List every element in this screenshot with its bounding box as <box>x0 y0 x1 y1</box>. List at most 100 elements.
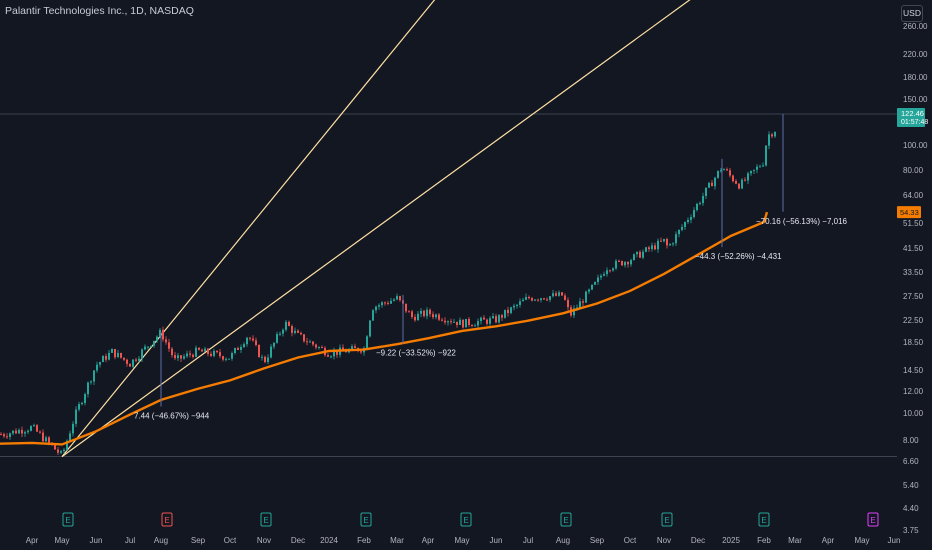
candle-body <box>297 330 299 333</box>
candle-body <box>423 310 425 317</box>
chart-title: Palantir Technologies Inc., 1D, NASDAQ <box>5 5 194 17</box>
candle-body <box>420 310 422 314</box>
y-tick-label: 4.40 <box>903 504 919 513</box>
candle-body <box>486 319 488 324</box>
candle-body <box>321 346 323 348</box>
earnings-marker-label: E <box>563 516 568 525</box>
candle-body <box>69 433 71 441</box>
candle-body <box>369 320 371 337</box>
candle-body <box>378 305 380 307</box>
candle-body <box>744 179 746 181</box>
x-tick-label: Apr <box>26 536 39 545</box>
candle-body <box>546 299 548 301</box>
candle-body <box>171 348 173 356</box>
candle-body <box>354 346 356 348</box>
candle-body <box>702 196 704 204</box>
candle-body <box>57 449 59 453</box>
candle-body <box>126 359 128 364</box>
candle-body <box>375 306 377 311</box>
candle-body <box>84 394 86 403</box>
candle-body <box>708 182 710 188</box>
candle-body <box>714 177 716 187</box>
candle-body <box>33 425 35 427</box>
candle-body <box>606 270 608 275</box>
earnings-marker-icon <box>260 512 272 527</box>
candle-body <box>225 358 227 360</box>
candle-body <box>114 348 116 358</box>
candle-body <box>399 296 401 301</box>
candle-body <box>432 314 434 318</box>
candle-body <box>603 274 605 276</box>
candle-body <box>252 338 254 341</box>
candle-body <box>306 341 308 343</box>
candle-body <box>771 134 773 137</box>
countdown-text: 01:57:48 <box>901 119 928 126</box>
candle-body <box>330 356 332 358</box>
ma-value-badge <box>897 206 921 219</box>
currency-button[interactable]: USD <box>901 5 923 22</box>
candle-body <box>474 325 476 327</box>
candle-body <box>312 341 314 345</box>
x-tick-label: Apr <box>422 536 435 545</box>
candle-body <box>207 348 209 354</box>
candle-body <box>627 261 629 265</box>
candle-body <box>159 329 161 337</box>
candle-body <box>81 402 83 405</box>
candle-body <box>318 346 320 348</box>
candle-body <box>624 261 626 266</box>
candle-body <box>36 425 38 432</box>
candle-body <box>300 332 302 335</box>
x-tick-label: Sep <box>590 536 605 545</box>
candle-body <box>93 370 95 382</box>
candle-body <box>504 309 506 318</box>
candle-body <box>90 381 92 383</box>
candle-body <box>495 316 497 323</box>
candle-body <box>372 310 374 321</box>
candle-body <box>243 344 245 348</box>
candle-body <box>393 299 395 301</box>
candle-body <box>27 430 29 433</box>
candle-body <box>456 321 458 325</box>
candle-body <box>678 229 680 235</box>
candle-body <box>696 203 698 211</box>
candle-body <box>480 317 482 322</box>
candle-body <box>591 284 593 290</box>
candle-body <box>87 382 89 395</box>
candle-body <box>429 309 431 315</box>
candle-body <box>222 356 224 360</box>
candle-body <box>588 289 590 292</box>
x-tick-label: Jun <box>888 536 901 545</box>
y-tick-label: 33.50 <box>903 268 924 277</box>
candle-body <box>690 217 692 220</box>
x-tick-label: Oct <box>224 536 237 545</box>
candle-body <box>18 429 20 434</box>
candle-body <box>315 344 317 348</box>
candle-body <box>681 226 683 230</box>
candle-body <box>513 305 515 308</box>
candle-body <box>396 296 398 300</box>
candle-body <box>228 358 230 360</box>
candle-body <box>558 292 560 296</box>
candle-body <box>195 347 197 357</box>
candle-body <box>615 260 617 269</box>
candle-body <box>699 203 701 205</box>
candle-body <box>132 359 134 367</box>
x-tick-label: 2024 <box>320 536 338 545</box>
candle-body <box>531 298 533 301</box>
x-tick-label: Dec <box>291 536 305 545</box>
candle-body <box>666 238 668 246</box>
x-tick-label: Nov <box>657 536 671 545</box>
candle-body <box>741 179 743 189</box>
earnings-marker-icon <box>661 512 673 527</box>
candle-body <box>522 299 524 302</box>
candle-body <box>567 299 569 308</box>
candle-body <box>465 318 467 328</box>
measure-label: −70.16 (−56.13%) −7,016 <box>756 217 848 226</box>
candle-body <box>216 350 218 353</box>
candle-body <box>597 277 599 282</box>
candle-body <box>0 434 2 436</box>
candle-body <box>210 353 212 356</box>
y-tick-label: 5.40 <box>903 481 919 490</box>
candle-body <box>453 321 455 323</box>
